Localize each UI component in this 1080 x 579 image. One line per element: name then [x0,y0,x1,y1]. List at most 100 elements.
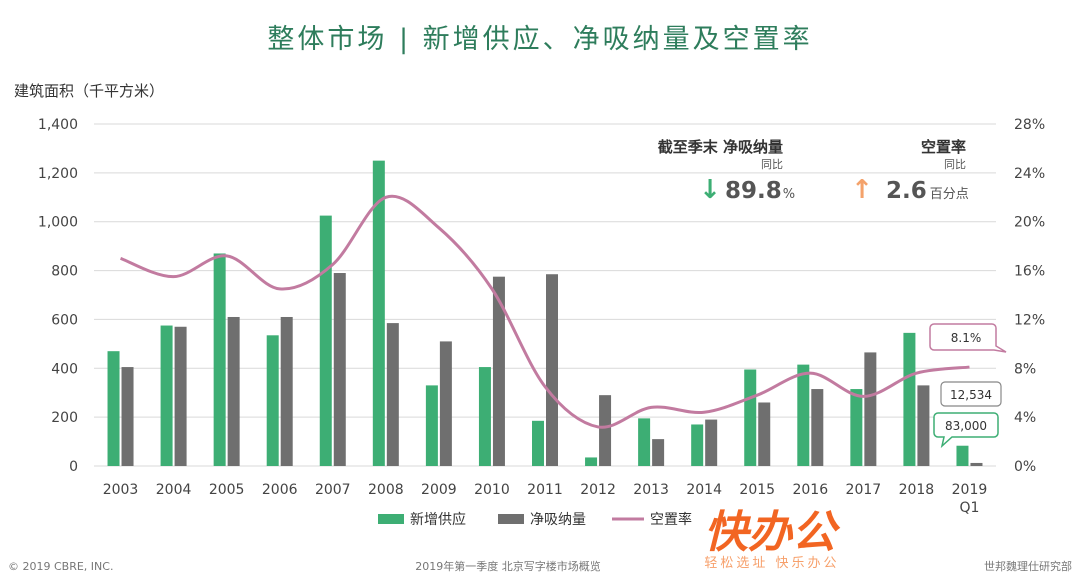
legend-label-absorption: 净吸纳量 [530,512,586,528]
y-tick-label: 1,400 [38,117,78,133]
bar-absorption [652,439,665,466]
bar-absorption [492,276,505,466]
vacancy-line-path [119,194,970,429]
bar-absorption [758,402,771,466]
x-tick-label: 2010 [474,482,510,498]
x-tick-label: 2014 [686,482,722,498]
y2-tick-label: 4% [1014,410,1036,426]
bar-supply [691,424,704,466]
vacancy-line [119,194,970,429]
chart-title: 整体市场 | 新增供应、净吸纳量及空置率 [267,24,812,55]
y-tick-label: 0 [69,459,78,475]
footer-copyright: © 2019 CBRE, INC. [8,560,113,573]
bar-supply [372,160,385,466]
bar-supply [850,389,863,466]
vacancy-stat-value-group: 2.6 百分点 [886,178,969,204]
bar-supply [532,420,544,466]
bar-absorption [811,389,824,466]
bar-supply [956,445,969,466]
x-tick-label: 2011 [527,482,563,498]
y2-tick-label: 0% [1014,459,1036,475]
y-tick-label: 800 [51,264,78,280]
vacancy-stat-unit: 百分点 [930,187,969,202]
bar-supply [213,253,226,466]
y-axis-ticks: 0 200 400 600 800 1,000 1,200 1,400 [38,117,78,475]
bar-absorption [705,419,718,466]
bar-supply [319,215,332,466]
y-tick-label: 600 [51,312,78,328]
y2-tick-label: 16% [1014,264,1045,280]
absorption-callout-text: 12,534 [950,388,992,402]
y2-axis-ticks: 0% 4% 8% 12% 16% 20% 24% 28% [1014,117,1045,475]
bar-absorption [280,316,293,466]
gridlines [94,123,996,467]
y-tick-label: 1,200 [38,166,78,182]
x-tick-label: 2003 [103,482,139,498]
absorption-stat-unit: % [783,187,795,202]
bar-supply [638,418,651,466]
x-tick-label: 2008 [368,482,404,498]
supply-callout-text: 83,000 [945,419,987,433]
x-tick-label: 2007 [315,482,351,498]
legend-swatch-supply [378,514,404,524]
x-tick-label: 2019 Q1 [952,482,988,516]
absorption-stat-value-group: 89.8% [725,178,795,204]
vacancy-stat-label: 空置率 [921,138,966,156]
bar-supply [478,367,491,466]
bar-absorption [439,341,452,466]
vacancy-callout: 8.1% [929,323,1007,353]
up-arrow-icon: ↑ [851,175,873,205]
x-tick-label: 2004 [156,482,192,498]
legend: 新增供应 净吸纳量 空置率 [378,511,692,528]
legend-label-vacancy: 空置率 [650,511,692,528]
supply-callout: 83,000 [933,412,999,449]
y2-tick-label: 28% [1014,117,1045,133]
vacancy-callout-text: 8.1% [951,331,982,345]
bars [107,160,983,466]
bar-supply [585,457,598,466]
absorption-stat-value: 89.8 [725,178,782,204]
absorption-stat-label: 截至季末 净吸纳量 [658,138,783,156]
vacancy-stat-sub: 同比 [944,158,966,171]
legend-label-supply: 新增供应 [410,511,466,528]
y2-tick-label: 24% [1014,166,1045,182]
bar-supply [903,332,916,466]
vacancy-stat: 空置率 同比 ↑ 2.6 百分点 [851,138,969,205]
bar-absorption [174,326,187,466]
watermark-logo: 快办公 轻松选址 快乐办公 [703,506,842,571]
bar-absorption [386,323,399,466]
y2-tick-label: 20% [1014,215,1045,231]
x-tick-label: 2005 [209,482,245,498]
footer-right: 世邦魏理仕研究部 [984,559,1072,573]
bar-absorption [599,395,612,466]
watermark-main: 快办公 [704,507,841,558]
bar-supply [160,325,173,466]
bar-supply [797,364,810,466]
bar-supply [266,335,279,466]
watermark-sub: 轻松选址 快乐办公 [704,556,839,571]
absorption-stat-sub: 同比 [761,158,783,171]
bar-absorption [546,274,558,466]
x-tick-label: 2009 [421,482,457,498]
x-tick-label: 2013 [633,482,669,498]
bar-absorption [970,462,983,466]
x-tick-label: 2012 [580,482,616,498]
x-tick-label: 2018 [899,482,935,498]
x-tick-label: 2015 [739,482,775,498]
down-arrow-icon: ↓ [699,175,721,205]
y-tick-label: 1,000 [38,215,78,231]
y2-tick-label: 12% [1014,312,1045,328]
y-tick-label: 200 [51,410,78,426]
x-tick-label: 2017 [846,482,882,498]
x-tick-label: 2006 [262,482,298,498]
bar-absorption [333,273,346,466]
bar-absorption [917,385,930,466]
y-axis-label: 建筑面积（千平方米） [14,82,164,100]
bar-absorption [227,316,240,466]
absorption-stat: 截至季末 净吸纳量 同比 ↓ 89.8% [658,138,795,205]
bar-supply [107,351,120,466]
bar-absorption [864,352,877,466]
footer-center: 2019年第一季度 北京写字楼市场概览 [415,559,601,573]
bar-supply [425,385,438,466]
